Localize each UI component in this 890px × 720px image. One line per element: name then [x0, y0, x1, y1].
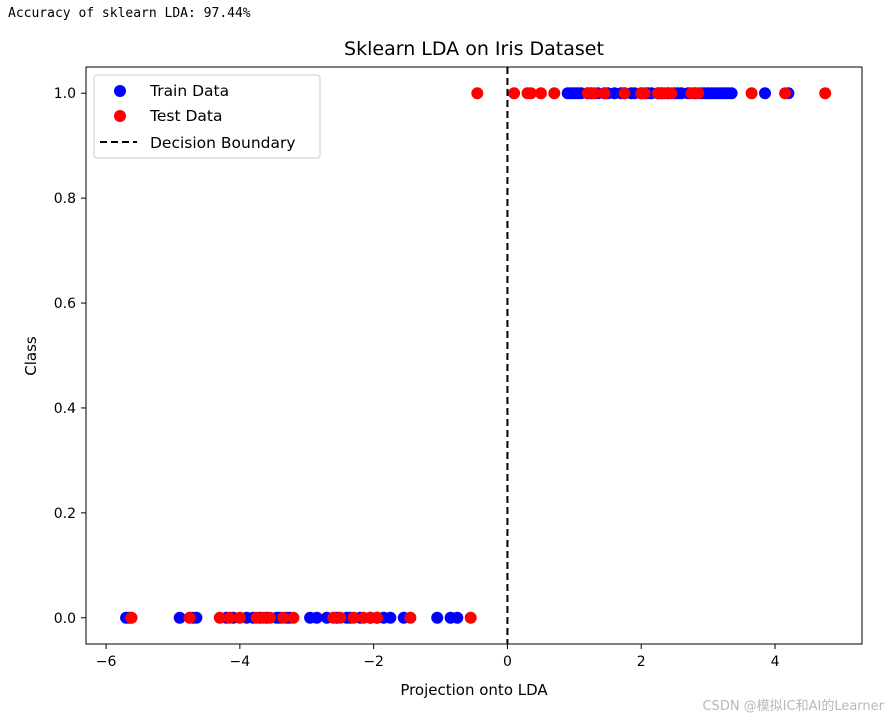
test-point-9	[287, 611, 300, 624]
test-point-8	[277, 611, 290, 624]
test-point-3	[223, 611, 236, 624]
chart-title: Sklearn LDA on Iris Dataset	[344, 38, 604, 60]
x-tick-label: −6	[96, 654, 117, 670]
points-layer	[120, 87, 832, 624]
legend-test-label: Test Data	[149, 107, 222, 125]
test-point-35	[745, 87, 758, 100]
test-point-27	[618, 87, 631, 100]
train-point-66	[759, 87, 771, 100]
test-point-17	[464, 611, 477, 624]
test-point-7	[264, 611, 276, 624]
legend-frame	[93, 74, 321, 159]
x-ticks: −6 −4 −2 0 2 4	[96, 644, 780, 670]
legend-boundary-label: Decision Boundary	[150, 134, 296, 152]
test-point-25	[588, 87, 601, 100]
console-output: Accuracy of sklearn LDA: 97.44%	[8, 6, 251, 21]
x-tick-label: −2	[363, 654, 384, 670]
test-point-32	[665, 87, 678, 100]
y-ticks: 0.0 0.2 0.4 0.6 0.8 1.0	[54, 86, 86, 627]
y-tick-label: 0.8	[54, 191, 76, 207]
test-point-11	[334, 611, 347, 624]
x-axis-label: Projection onto LDA	[400, 681, 548, 699]
legend: Train Data Test Data Decision Boundary	[93, 74, 321, 159]
y-axis-label: Class	[22, 336, 40, 376]
test-point-22	[534, 87, 547, 100]
test-point-18	[471, 87, 484, 100]
y-tick-label: 0.6	[54, 296, 76, 312]
test-point-23	[548, 87, 561, 100]
x-tick-label: −4	[230, 654, 251, 670]
y-tick-label: 0.4	[54, 401, 76, 417]
test-point-12	[347, 611, 360, 624]
y-tick-label: 0.0	[54, 611, 76, 627]
test-point-4	[233, 611, 246, 624]
train-point-2	[173, 611, 186, 624]
plot-frame	[85, 66, 863, 645]
y-tick-label: 0.2	[54, 506, 76, 522]
test-point-26	[598, 87, 611, 100]
test-point-29	[638, 87, 651, 100]
test-point-15	[371, 611, 383, 624]
x-tick-label: 2	[637, 654, 646, 670]
train-point-29	[451, 611, 464, 624]
y-tick-label: 1.0	[54, 86, 76, 102]
train-point-25	[384, 611, 397, 624]
test-point-34	[692, 87, 705, 100]
test-point-36	[779, 87, 792, 100]
legend-test-marker	[114, 110, 126, 122]
x-tick-label: 4	[771, 654, 780, 670]
legend-train-label: Train Data	[149, 82, 229, 100]
test-point-2	[213, 611, 226, 624]
test-point-37	[819, 87, 832, 100]
test-point-0	[125, 611, 138, 624]
test-point-1	[183, 611, 196, 624]
train-point-27	[431, 611, 444, 624]
test-point-21	[524, 87, 537, 100]
train-point-16	[310, 611, 323, 624]
test-point-16	[404, 611, 417, 624]
test-point-19	[508, 87, 521, 100]
x-tick-label: 0	[503, 654, 512, 670]
watermark: CSDN @模拟IC和AI的Learner	[702, 699, 884, 714]
legend-train-marker	[114, 85, 126, 97]
train-point-65	[725, 87, 738, 100]
